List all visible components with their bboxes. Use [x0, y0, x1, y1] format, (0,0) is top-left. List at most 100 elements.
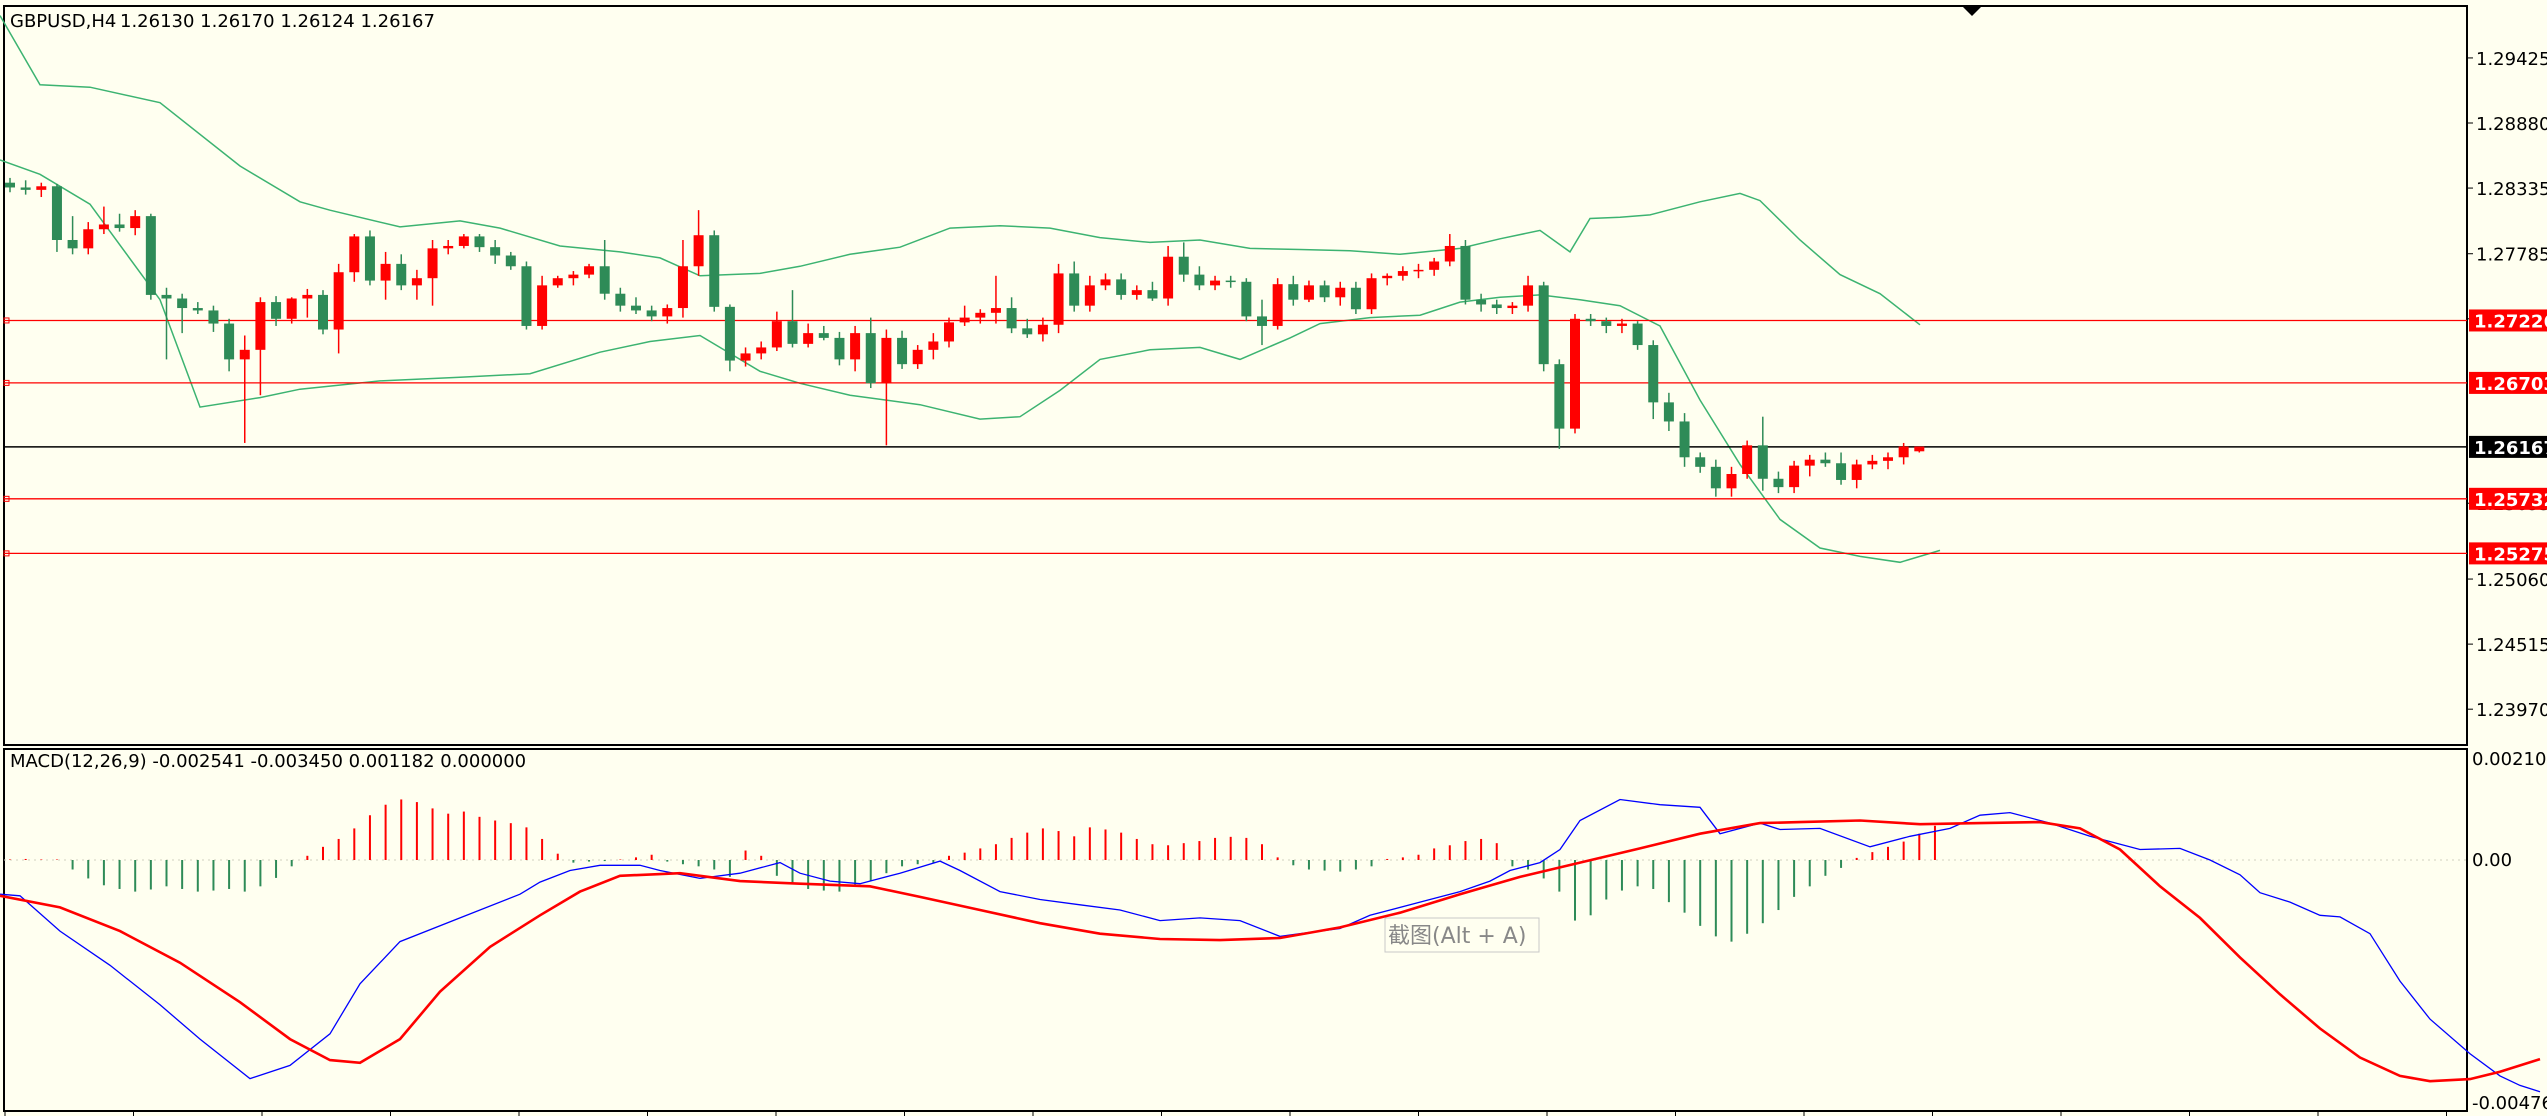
- candle-body: [834, 337, 845, 360]
- level-tag-label: 1.27226: [2474, 311, 2547, 332]
- candle-body: [98, 224, 109, 230]
- candle-body: [1116, 279, 1127, 295]
- level-tags: 1.27226 1.26703 1.26167 1.25732 1.25275: [2469, 309, 2547, 565]
- candle-body: [1476, 299, 1487, 305]
- macd-lines: [0, 798, 2541, 1093]
- snip-hint-text: 截图(Alt + A): [1388, 924, 1526, 949]
- candle-body: [130, 216, 141, 229]
- candle-body: [1397, 271, 1408, 276]
- candle-body: [224, 323, 235, 360]
- level-anchor-icon: [3, 550, 10, 557]
- macd-main-line: [0, 798, 2541, 1093]
- candle-body: [1695, 457, 1706, 467]
- level-tag: [2469, 542, 2547, 565]
- price-tick-label: 1.27785: [2476, 245, 2547, 266]
- candle-body: [709, 235, 720, 307]
- candle-body: [443, 245, 454, 249]
- candle-body: [1037, 324, 1048, 335]
- level-tag-label: 1.26167: [2474, 438, 2547, 459]
- candle-body: [20, 187, 31, 190]
- candle-body: [1131, 290, 1142, 295]
- bollinger-upper-band: [0, 15, 1921, 326]
- candle-body: [631, 305, 641, 311]
- candle-body: [756, 347, 767, 354]
- price-tick-label: 1.28880: [2476, 114, 2547, 135]
- candle-body: [1147, 290, 1158, 299]
- candle-body: [83, 229, 94, 249]
- candle-body: [1069, 273, 1080, 306]
- level-anchor-icon: [3, 317, 10, 324]
- level-tag: [2469, 487, 2547, 510]
- macd-label: MACD(12,26,9) -0.002541 -0.003450 0.0011…: [10, 751, 526, 772]
- candle-body: [677, 266, 688, 309]
- candle-body: [364, 236, 375, 281]
- candle-body: [177, 298, 188, 309]
- candle-body: [1616, 323, 1627, 326]
- price-tick-label: 1.29425: [2476, 49, 2547, 70]
- level-tag: [2469, 309, 2547, 332]
- candle-body: [975, 312, 986, 318]
- candle-body: [1163, 256, 1174, 299]
- price-tick-label: 1.28335: [2476, 179, 2547, 200]
- candle-body: [1851, 464, 1862, 480]
- candle-body: [458, 236, 469, 246]
- candle-body: [912, 349, 923, 365]
- candle-body: [1100, 279, 1111, 286]
- candle-body: [1194, 274, 1205, 286]
- candle-body: [1335, 287, 1346, 298]
- candle-body: [1648, 345, 1659, 403]
- candle-body: [724, 306, 735, 361]
- chart-shift-marker-icon[interactable]: [1962, 6, 1982, 16]
- candle-body: [1303, 285, 1314, 300]
- candle-body: [1632, 323, 1643, 346]
- candle-body: [1836, 463, 1847, 480]
- candle-body: [318, 294, 328, 330]
- candle-body: [1538, 285, 1549, 365]
- candle-body: [1867, 460, 1878, 465]
- candle-body: [1350, 287, 1361, 310]
- candle-body: [1523, 285, 1534, 306]
- candle-body: [286, 298, 297, 319]
- candle-body: [36, 186, 47, 190]
- level-anchor-icon: [3, 379, 10, 386]
- candle-body: [1726, 473, 1737, 489]
- candle-body: [881, 337, 892, 384]
- candle-body: [1710, 466, 1721, 489]
- candle-body: [803, 333, 814, 344]
- macd-tick-label: 0.002108: [2472, 749, 2547, 770]
- candle-body: [1413, 269, 1424, 272]
- level-tag: [2469, 371, 2547, 394]
- candle-body: [1663, 402, 1674, 422]
- candle-body: [239, 349, 250, 360]
- candle-body: [1585, 318, 1596, 322]
- candle-body: [1789, 465, 1800, 488]
- level-tag: [2469, 435, 2547, 458]
- candle-body: [787, 321, 798, 344]
- candle-body: [271, 302, 282, 319]
- level-tag-label: 1.25732: [2474, 490, 2547, 511]
- candles: [5, 177, 1925, 497]
- candle-body: [850, 333, 861, 360]
- candle-body: [1006, 308, 1017, 329]
- candle-body: [490, 247, 501, 256]
- candle-body: [944, 322, 954, 342]
- level-anchor-icon: [3, 495, 10, 502]
- macd-histogram: [9, 799, 1936, 942]
- candle-body: [1914, 446, 1925, 452]
- candle-body: [1053, 273, 1064, 325]
- candle-body: [865, 333, 876, 384]
- candle-body: [349, 236, 360, 273]
- candle-body: [740, 353, 751, 361]
- candle-body: [1366, 278, 1377, 310]
- bollinger-lower-band: [0, 159, 1941, 564]
- candle-body: [521, 266, 532, 326]
- candle-body: [1898, 446, 1909, 458]
- candle-body: [145, 216, 156, 295]
- candle-body: [1210, 280, 1221, 286]
- candle-body: [255, 302, 266, 350]
- candle-body: [192, 308, 203, 311]
- level-tag-label: 1.26703: [2474, 374, 2547, 395]
- candle-body: [1883, 457, 1893, 461]
